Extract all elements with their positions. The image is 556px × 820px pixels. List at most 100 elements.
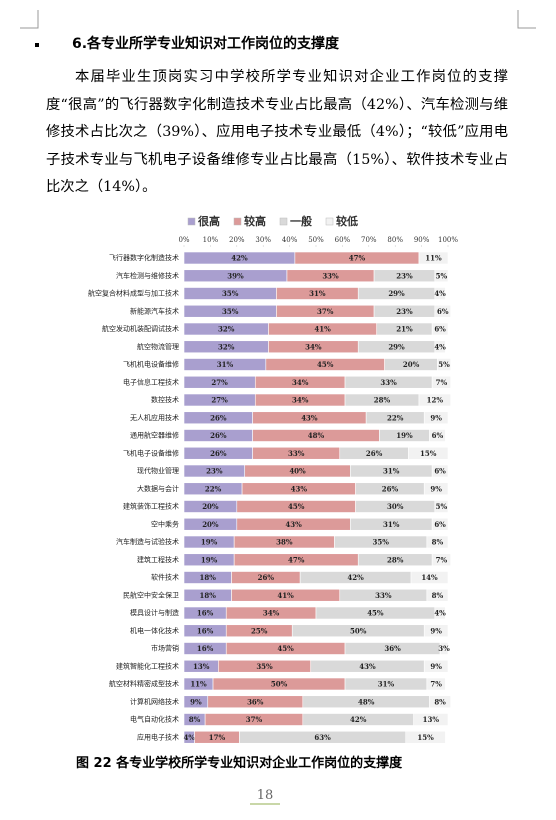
- data-label: 45%: [367, 609, 384, 618]
- x-tick-label: 10%: [203, 236, 219, 244]
- heading: 6.各专业所学专业知识对工作岗位的支撑度: [72, 36, 340, 52]
- category-label: 软件技术: [151, 573, 179, 582]
- data-label: 22%: [205, 484, 222, 493]
- data-label: 25%: [251, 626, 268, 635]
- bar-segment: [434, 304, 451, 318]
- data-label: 41%: [277, 591, 294, 600]
- bar-segment: [426, 588, 449, 602]
- bar-segment: [434, 287, 446, 300]
- data-label: 43%: [291, 484, 308, 493]
- bar-segment: [429, 695, 451, 709]
- x-tick-label: 30%: [255, 236, 271, 244]
- data-label: 19%: [396, 431, 413, 440]
- data-label: 12%: [427, 396, 444, 405]
- category-label: 航空发动机装配调试技术: [102, 324, 179, 333]
- data-label: 6%: [434, 325, 446, 334]
- data-label: 8%: [432, 538, 444, 547]
- category-label: 航空复合材料成型与加工技术: [88, 289, 179, 298]
- data-label: 9%: [190, 697, 202, 706]
- data-label: 15%: [420, 449, 437, 458]
- data-label: 6%: [432, 431, 444, 440]
- x-tick-label: 20%: [229, 236, 245, 244]
- bar-segment: [429, 429, 446, 442]
- data-label: 43%: [301, 413, 318, 422]
- data-label: 27%: [211, 396, 228, 405]
- data-label: 27%: [211, 378, 228, 387]
- data-label: 19%: [201, 555, 218, 564]
- category-label: 航空物流管理: [137, 342, 179, 351]
- data-label: 40%: [289, 467, 306, 476]
- figure-caption: 图 22 各专业学校所学专业知识对企业工作岗位的支撑度: [76, 756, 403, 771]
- bar-segment: [410, 571, 449, 584]
- data-label: 18%: [200, 591, 217, 600]
- x-tick-label: 50%: [308, 236, 324, 244]
- data-label: 31%: [217, 360, 234, 369]
- bar-segment: [431, 464, 449, 478]
- data-label: 6%: [434, 467, 446, 476]
- data-label: 47%: [288, 555, 305, 564]
- category-label: 电子信息工程技术: [123, 377, 179, 386]
- bar-segment: [408, 446, 449, 460]
- data-label: 28%: [387, 555, 404, 564]
- bar-segment: [426, 535, 449, 549]
- data-label: 32%: [218, 342, 235, 351]
- data-label: 29%: [388, 289, 405, 298]
- category-label: 应用电子技术: [137, 732, 179, 741]
- category-label: 飞机机电设备维修: [123, 360, 179, 369]
- category-label: 汽车制造与试验技术: [116, 537, 179, 546]
- data-label: 47%: [349, 254, 366, 263]
- bar-segment: [434, 606, 446, 620]
- category-label: 建筑智能化工程技术: [116, 661, 179, 670]
- category-label: 民航空中安全保卫: [123, 590, 179, 599]
- bar-segment: [439, 642, 449, 655]
- category-label: 现代物业管理: [137, 466, 179, 475]
- data-label: 3%: [438, 644, 450, 653]
- page-number: 18: [250, 788, 280, 805]
- data-label: 5%: [436, 502, 448, 511]
- data-label: 16%: [197, 644, 214, 653]
- data-label: 42%: [231, 254, 248, 263]
- data-label: 43%: [285, 520, 302, 529]
- bar-segment: [418, 393, 451, 407]
- data-label: 38%: [276, 538, 293, 547]
- data-label: 30%: [387, 502, 404, 511]
- paragraph: 本届毕业生顶岗实习中学校所学专业知识对企业工作岗位的支撑度“很高”的飞行器数字化…: [46, 69, 508, 195]
- data-label: 6%: [434, 520, 446, 529]
- data-label: 5%: [438, 360, 450, 369]
- data-label: 31%: [383, 467, 400, 476]
- data-label: 9%: [430, 484, 442, 493]
- x-tick-label: 90%: [414, 236, 430, 244]
- data-label: 6%: [437, 307, 449, 316]
- data-label: 22%: [387, 413, 404, 422]
- legend-label: 一般: [290, 214, 312, 228]
- data-label: 7%: [436, 378, 448, 387]
- data-label: 20%: [403, 360, 420, 369]
- data-label: 34%: [305, 342, 322, 351]
- data-label: 41%: [314, 325, 331, 334]
- data-label: 7%: [436, 555, 448, 564]
- category-label: 模具设计与制造: [130, 608, 179, 617]
- category-label: 计算机网络技术: [130, 697, 179, 706]
- data-label: 33%: [375, 591, 392, 600]
- data-label: 26%: [210, 449, 227, 458]
- category-label: 建筑装饰工程技术: [123, 502, 179, 511]
- x-tick-label: 100%: [438, 236, 458, 244]
- data-label: 43%: [359, 662, 376, 671]
- bar-segment: [431, 322, 449, 336]
- bar-segment: [426, 677, 446, 691]
- data-label: 7%: [430, 680, 442, 689]
- bar-segment: [437, 358, 451, 371]
- bar-segment: [413, 713, 449, 726]
- data-label: 36%: [247, 697, 264, 706]
- bar-segment: [405, 730, 446, 744]
- data-label: 33%: [380, 378, 397, 387]
- data-label: 35%: [222, 307, 239, 316]
- data-label: 9%: [430, 662, 442, 671]
- data-label: 8%: [189, 715, 201, 724]
- data-label: 31%: [309, 289, 326, 298]
- legend-label: 较高: [244, 214, 266, 228]
- category-label: 数控技术: [151, 395, 179, 404]
- category-label: 市场营销: [151, 644, 179, 653]
